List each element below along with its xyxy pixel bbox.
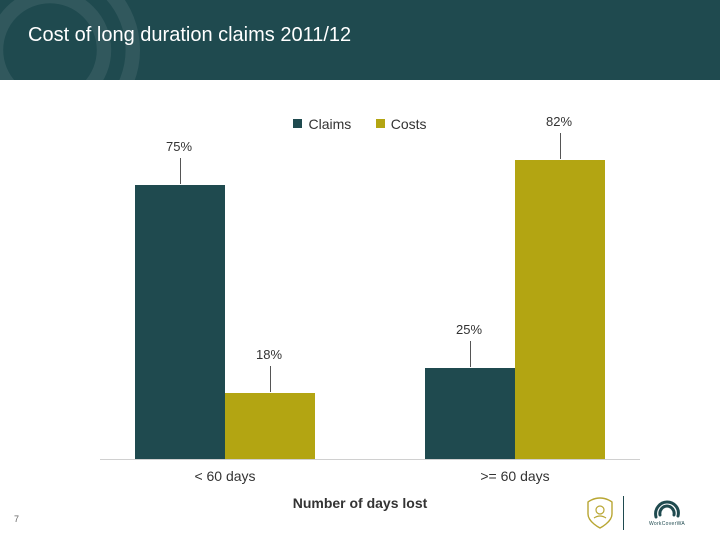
page-number: 7 xyxy=(14,514,19,524)
crest-icon xyxy=(585,496,615,530)
legend-label-claims: Claims xyxy=(308,116,351,132)
footer-logo: WorkCoverWA xyxy=(585,496,702,530)
legend-label-costs: Costs xyxy=(391,116,427,132)
workcover-swirl-icon xyxy=(652,499,682,521)
category-label-lt60: < 60 days xyxy=(120,468,330,484)
bar-costs-gte60 xyxy=(515,160,605,459)
chart-area: 75% 18% 25% 82% xyxy=(100,150,640,460)
leader-claims-lt60 xyxy=(180,158,181,184)
bar-label-costs-gte60: 82% xyxy=(546,114,572,129)
legend-item-claims: Claims xyxy=(293,116,351,132)
leader-costs-gte60 xyxy=(560,133,561,159)
legend-swatch-costs xyxy=(376,119,385,128)
bar-costs-lt60 xyxy=(225,393,315,459)
workcover-logo: WorkCoverWA xyxy=(632,496,702,530)
workcover-logo-text: WorkCoverWA xyxy=(649,521,685,527)
category-label-gte60: >= 60 days xyxy=(410,468,620,484)
leader-claims-gte60 xyxy=(470,341,471,367)
chart-baseline xyxy=(100,459,640,460)
page-title: Cost of long duration claims 2011/12 xyxy=(28,24,351,47)
bar-claims-lt60 xyxy=(135,185,225,459)
footer-divider-icon xyxy=(623,496,624,530)
leader-costs-lt60 xyxy=(270,366,271,392)
bar-label-costs-lt60: 18% xyxy=(256,347,282,362)
legend-item-costs: Costs xyxy=(376,116,427,132)
bar-label-claims-lt60: 75% xyxy=(166,139,192,154)
legend: Claims Costs xyxy=(0,115,720,133)
bar-claims-gte60 xyxy=(425,368,515,459)
legend-swatch-claims xyxy=(293,119,302,128)
bar-label-claims-gte60: 25% xyxy=(456,322,482,337)
slide: Cost of long duration claims 2011/12 Cla… xyxy=(0,0,720,540)
